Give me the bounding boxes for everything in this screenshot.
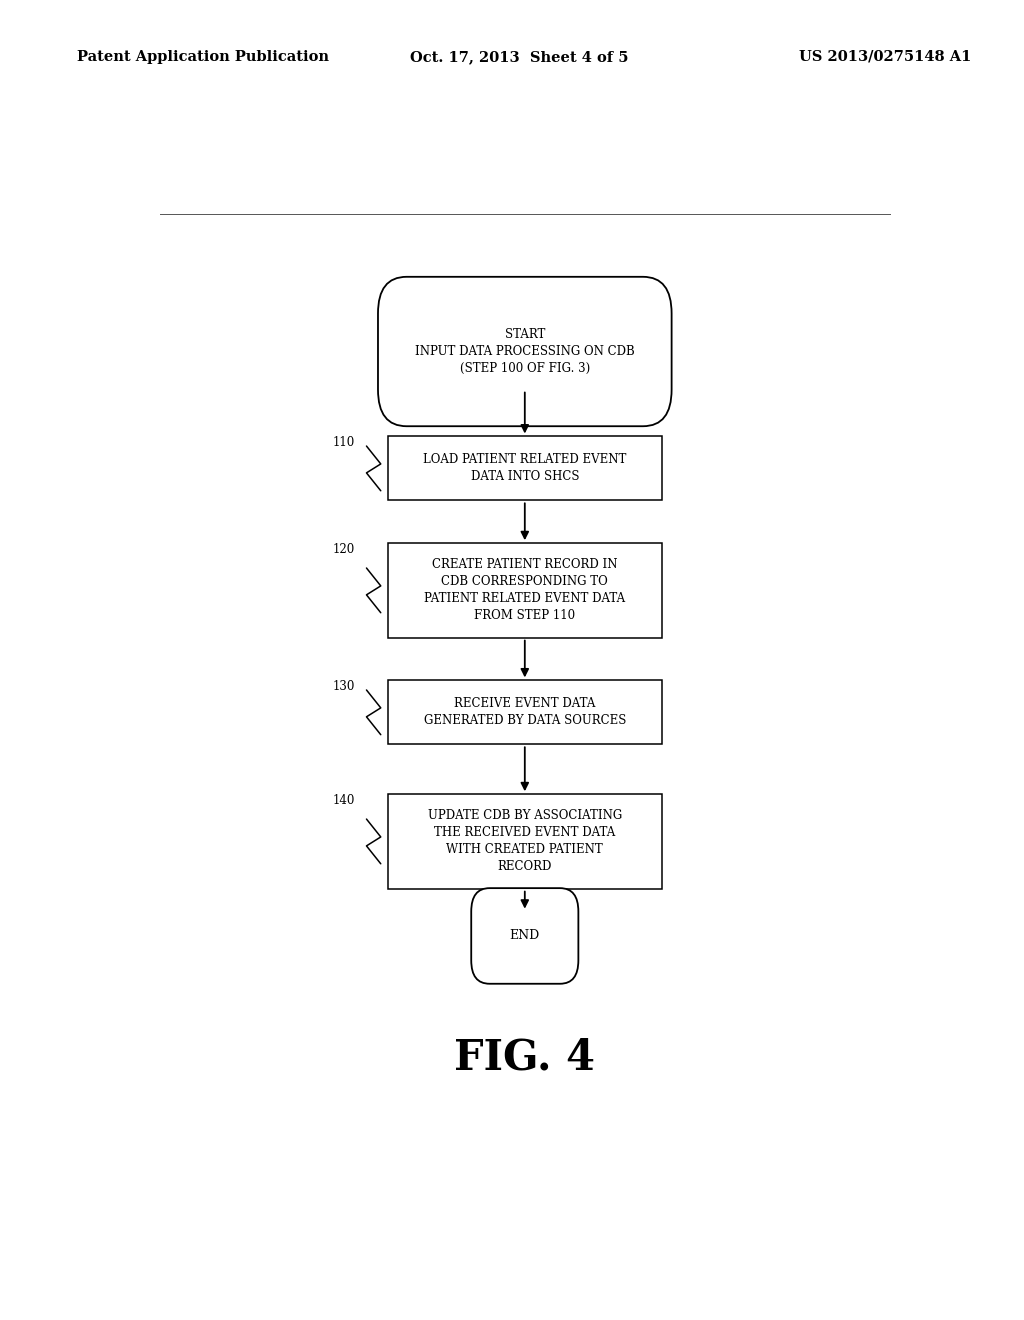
Text: 140: 140 bbox=[333, 795, 354, 807]
Text: CREATE PATIENT RECORD IN
CDB CORRESPONDING TO
PATIENT RELATED EVENT DATA
FROM ST: CREATE PATIENT RECORD IN CDB CORRESPONDI… bbox=[424, 558, 626, 622]
Text: LOAD PATIENT RELATED EVENT
DATA INTO SHCS: LOAD PATIENT RELATED EVENT DATA INTO SHC… bbox=[423, 453, 627, 483]
Text: 110: 110 bbox=[333, 437, 354, 449]
Text: UPDATE CDB BY ASSOCIATING
THE RECEIVED EVENT DATA
WITH CREATED PATIENT
RECORD: UPDATE CDB BY ASSOCIATING THE RECEIVED E… bbox=[428, 809, 622, 874]
Text: Patent Application Publication: Patent Application Publication bbox=[77, 50, 329, 63]
Text: 130: 130 bbox=[333, 680, 354, 693]
Text: 120: 120 bbox=[333, 543, 354, 556]
Bar bbox=[388, 795, 662, 888]
FancyBboxPatch shape bbox=[378, 277, 672, 426]
Text: FIG. 4: FIG. 4 bbox=[455, 1038, 595, 1078]
Text: START
INPUT DATA PROCESSING ON CDB
(STEP 100 OF FIG. 3): START INPUT DATA PROCESSING ON CDB (STEP… bbox=[415, 327, 635, 375]
Text: US 2013/0275148 A1: US 2013/0275148 A1 bbox=[799, 50, 971, 63]
FancyBboxPatch shape bbox=[471, 888, 579, 983]
Text: RECEIVE EVENT DATA
GENERATED BY DATA SOURCES: RECEIVE EVENT DATA GENERATED BY DATA SOU… bbox=[424, 697, 626, 727]
Text: Oct. 17, 2013  Sheet 4 of 5: Oct. 17, 2013 Sheet 4 of 5 bbox=[410, 50, 628, 63]
Bar bbox=[388, 543, 662, 638]
Bar bbox=[388, 437, 662, 500]
Bar bbox=[388, 680, 662, 744]
Text: END: END bbox=[510, 929, 540, 942]
